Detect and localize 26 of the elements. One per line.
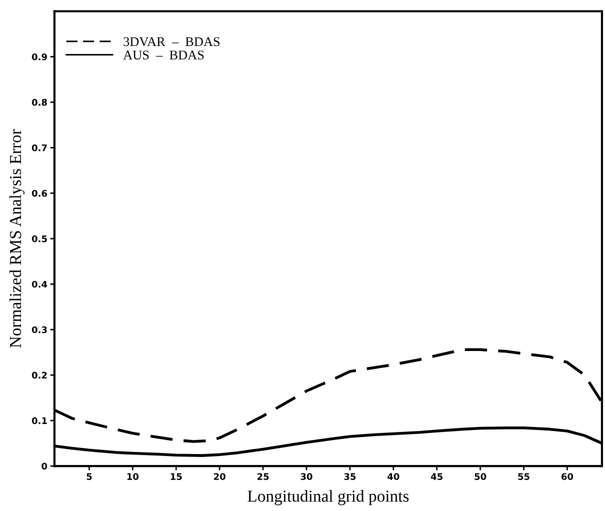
legend-label: 3DVAR – BDAS (124, 37, 220, 46)
x-tick-label: 30 (300, 473, 312, 480)
y-tick-label: 0.1 (32, 417, 47, 424)
y-tick-label: 0.2 (32, 372, 47, 379)
x-tick-label: 40 (388, 473, 400, 480)
y-axis-title: Normalized RMS Analysis Error (9, 129, 25, 348)
x-tick-label: 50 (474, 473, 486, 480)
x-tick-label: 45 (430, 473, 442, 480)
y-tick-label: 0.6 (32, 190, 48, 197)
x-axis-title: Longitudinal grid points (248, 490, 409, 506)
x-tick-label: 60 (561, 473, 574, 480)
y-tick-label: 0.5 (32, 235, 47, 242)
x-tick-label: 25 (257, 473, 269, 480)
y-tick-label: 0.7 (32, 144, 47, 152)
y-tick-label: 0.3 (32, 326, 47, 334)
y-tick-label: 0 (42, 462, 48, 470)
x-tick-label: 5 (86, 473, 92, 480)
y-tick-label: 0.9 (32, 53, 47, 60)
x-tick-label: 10 (127, 473, 139, 480)
y-tick-label: 0.4 (32, 280, 48, 288)
y-tick-label: 0.8 (32, 98, 47, 106)
x-tick-label: 15 (170, 473, 182, 480)
x-tick-label: 35 (344, 473, 356, 480)
x-tick-label: 55 (518, 473, 530, 480)
x-tick-label: 20 (214, 473, 226, 480)
legend-label: AUS – BDAS (123, 50, 204, 60)
